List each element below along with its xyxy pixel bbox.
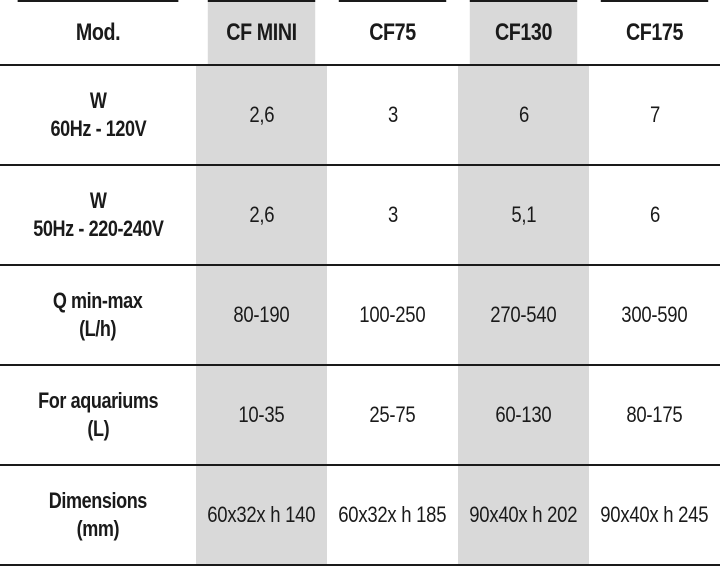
row-label-line2: 50Hz - 220-240V bbox=[32, 216, 164, 241]
cell-value: 10-35 bbox=[238, 402, 285, 427]
model-name: CF MINI bbox=[226, 19, 297, 46]
row-label-line1: W bbox=[89, 88, 107, 113]
table-cell: 60-130 bbox=[458, 364, 589, 464]
cell-value: 3 bbox=[387, 102, 398, 127]
cell-value: 6 bbox=[649, 202, 660, 227]
table-cell: 25-75 bbox=[327, 364, 458, 464]
model-name: CF175 bbox=[625, 19, 684, 46]
row-label-line1: Dimensions bbox=[48, 488, 148, 513]
table-cell: 270-540 bbox=[458, 264, 589, 364]
cell-value: 100-250 bbox=[359, 302, 426, 327]
table-cell: 3 bbox=[327, 64, 458, 164]
cell-value: 80-175 bbox=[626, 402, 683, 427]
cell-value: 6 bbox=[518, 102, 529, 127]
row-label-line2: (mm) bbox=[76, 516, 120, 541]
table-cell: 60x32x h 140 bbox=[196, 464, 327, 566]
header-model-cf75: CF75 bbox=[338, 0, 447, 64]
row-label-aquariums: For aquariums (L) bbox=[0, 364, 196, 464]
cell-value: 5,1 bbox=[511, 202, 536, 227]
table-cell: 80-190 bbox=[196, 264, 327, 364]
row-label-flow: Q min-max (L/h) bbox=[0, 264, 196, 364]
row-label-line1: For aquariums bbox=[38, 388, 158, 413]
cell-value: 2,6 bbox=[249, 202, 274, 227]
cell-value: 60-130 bbox=[495, 402, 552, 427]
row-label-power-50hz: W 50Hz - 220-240V bbox=[0, 164, 196, 264]
row-label-line1: Q min-max bbox=[53, 288, 143, 313]
table-cell: 7 bbox=[589, 64, 720, 164]
row-label-dimensions: Dimensions (mm) bbox=[0, 464, 196, 566]
model-name: CF130 bbox=[494, 19, 553, 46]
cell-value: 25-75 bbox=[369, 402, 416, 427]
cell-value: 90x40x h 202 bbox=[469, 502, 578, 527]
table-cell: 6 bbox=[589, 164, 720, 264]
header-label-cell: Mod. bbox=[17, 0, 179, 64]
table-cell: 100-250 bbox=[327, 264, 458, 364]
row-label-line2: 60Hz - 120V bbox=[50, 116, 146, 141]
table-cell: 2,6 bbox=[196, 164, 327, 264]
row-label-line1: W bbox=[89, 188, 107, 213]
cell-value: 2,6 bbox=[249, 102, 274, 127]
cell-value: 60x32x h 185 bbox=[338, 502, 447, 527]
table-cell: 10-35 bbox=[196, 364, 327, 464]
model-name: CF75 bbox=[369, 19, 416, 46]
header-model-cf130: CF130 bbox=[469, 0, 578, 64]
row-label-line2: (L/h) bbox=[79, 316, 117, 341]
cell-value: 300-590 bbox=[621, 302, 688, 327]
cell-value: 270-540 bbox=[490, 302, 557, 327]
cell-value: 80-190 bbox=[233, 302, 290, 327]
cell-value: 3 bbox=[387, 202, 398, 227]
table-cell: 60x32x h 185 bbox=[327, 464, 458, 566]
table-cell: 90x40x h 245 bbox=[589, 464, 720, 566]
cell-value: 60x32x h 140 bbox=[207, 502, 316, 527]
table-cell: 5,1 bbox=[458, 164, 589, 264]
row-label-line2: (L) bbox=[87, 416, 109, 441]
header-model-cf-mini: CF MINI bbox=[207, 0, 316, 64]
table-cell: 90x40x h 202 bbox=[458, 464, 589, 566]
table-cell: 2,6 bbox=[196, 64, 327, 164]
header-model-cf175: CF175 bbox=[600, 0, 709, 64]
cell-value: 90x40x h 245 bbox=[600, 502, 709, 527]
table-cell: 300-590 bbox=[589, 264, 720, 364]
table-cell: 3 bbox=[327, 164, 458, 264]
table-cell: 80-175 bbox=[589, 364, 720, 464]
row-label-power-60hz: W 60Hz - 120V bbox=[0, 64, 196, 164]
cell-value: 7 bbox=[649, 102, 660, 127]
header-label: Mod. bbox=[75, 19, 121, 46]
table-cell: 6 bbox=[458, 64, 589, 164]
